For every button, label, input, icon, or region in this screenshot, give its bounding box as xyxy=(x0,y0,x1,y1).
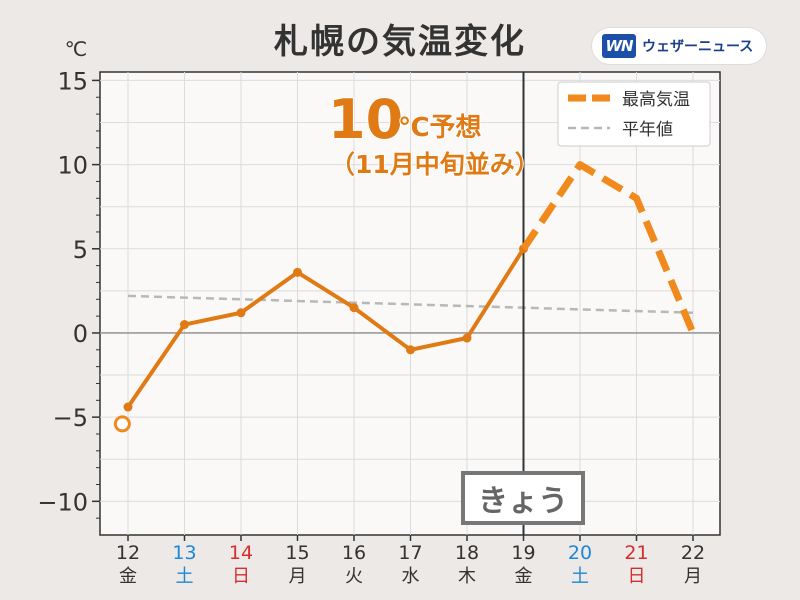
x-tick-label: 13 xyxy=(172,542,196,564)
observed-temp-point xyxy=(462,333,472,343)
x-tick-label: 17 xyxy=(398,542,422,564)
y-tick-label: 5 xyxy=(73,236,88,264)
y-tick-label: 15 xyxy=(57,67,88,95)
observed-temp-point xyxy=(349,303,359,313)
today-label-box: きょう xyxy=(461,471,585,525)
observed-temp-point xyxy=(406,345,415,355)
x-tick-label: 14 xyxy=(229,542,253,564)
forecast-annotation: 10℃予想 （11月中旬並み） xyxy=(327,87,541,180)
y-tick-label: −5 xyxy=(53,404,88,432)
x-weekday-label: 日 xyxy=(232,566,250,587)
observed-temp-point xyxy=(123,402,133,412)
x-weekday-label: 水 xyxy=(402,566,420,587)
x-weekday-label: 金 xyxy=(515,566,533,587)
observed-temp-point xyxy=(236,308,246,318)
brand-badge: WN ウェザーニュース xyxy=(592,28,766,64)
x-tick-label: 16 xyxy=(342,542,366,564)
x-tick-label: 21 xyxy=(624,542,648,564)
x-weekday-label: 土 xyxy=(571,566,589,587)
x-tick-label: 22 xyxy=(681,542,705,564)
annotation-value: 10 xyxy=(328,88,403,151)
x-tick-label: 15 xyxy=(285,542,309,564)
today-label-frame xyxy=(461,471,585,525)
y-tick-label: 0 xyxy=(73,320,88,348)
brand-name: ウェザーニュース xyxy=(642,39,754,55)
today-label: きょう xyxy=(478,484,568,519)
x-tick-label: 20 xyxy=(568,542,592,564)
x-weekday-label: 日 xyxy=(628,566,646,587)
annotation-note: （11月中旬並み） xyxy=(330,150,540,179)
x-tick-label: 12 xyxy=(116,542,140,564)
y-tick-label: −10 xyxy=(37,488,88,516)
y-tick-label: 10 xyxy=(57,152,88,180)
observed-temp-line xyxy=(126,247,526,409)
annotation-unit: ℃予想 xyxy=(398,113,482,143)
x-weekday-label: 土 xyxy=(176,566,194,587)
legend-label-max-temp: 最高気温 xyxy=(622,90,690,110)
marker-point xyxy=(113,415,131,433)
chart-title: 札幌の気温変化 xyxy=(274,22,526,62)
x-weekday-label: 金 xyxy=(119,566,137,587)
normal-temp-line xyxy=(127,294,694,315)
x-weekday-label: 月 xyxy=(684,566,702,587)
x-weekday-label: 火 xyxy=(345,566,363,587)
weathernews-logo-icon: WN xyxy=(602,34,636,58)
observed-temp-point xyxy=(180,320,189,330)
observed-temp-point xyxy=(293,267,302,277)
x-weekday-label: 木 xyxy=(458,566,476,587)
forecast-temp-line xyxy=(520,161,697,335)
y-axis-unit: ℃ xyxy=(65,37,87,61)
legend-label-normal: 平年値 xyxy=(622,120,673,140)
x-weekday-label: 月 xyxy=(289,566,307,587)
x-tick-label: 19 xyxy=(511,542,535,564)
x-tick-label: 18 xyxy=(455,542,479,564)
